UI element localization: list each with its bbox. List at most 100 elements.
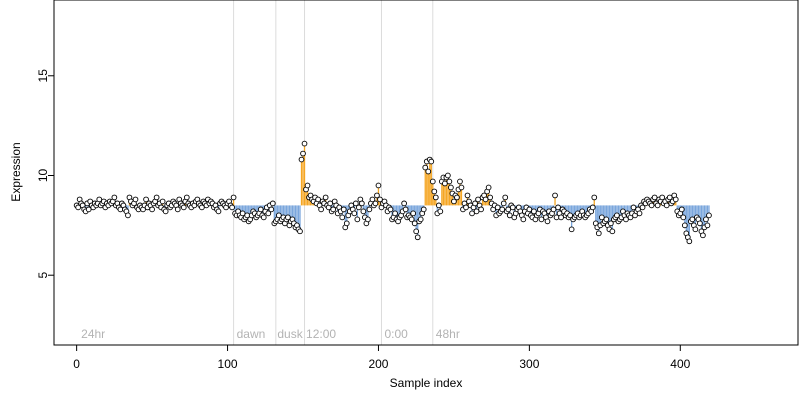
data-point bbox=[639, 204, 646, 211]
x-tick-label: 0 bbox=[73, 357, 80, 371]
data-point bbox=[454, 194, 460, 201]
data-point bbox=[230, 194, 237, 201]
data-point bbox=[526, 206, 533, 213]
data-point bbox=[555, 204, 561, 211]
data-point bbox=[473, 208, 480, 215]
data-point bbox=[568, 226, 575, 233]
region-label: 24hr bbox=[81, 327, 105, 341]
data-point bbox=[96, 196, 103, 203]
data-point bbox=[125, 212, 131, 219]
data-point bbox=[509, 204, 516, 211]
data-point bbox=[422, 164, 429, 171]
data-point bbox=[322, 194, 329, 201]
data-point bbox=[159, 198, 166, 205]
data-point bbox=[285, 214, 291, 221]
data-point bbox=[387, 206, 394, 213]
data-point bbox=[428, 158, 435, 165]
data-point bbox=[420, 206, 427, 213]
data-point bbox=[365, 216, 371, 223]
data-point bbox=[595, 230, 602, 237]
data-point bbox=[636, 210, 643, 217]
data-point bbox=[703, 216, 709, 223]
data-point bbox=[445, 172, 451, 179]
data-point bbox=[458, 184, 465, 191]
x-tick-label: 200 bbox=[368, 357, 388, 371]
data-point bbox=[435, 202, 442, 209]
data-point bbox=[457, 178, 463, 185]
data-point bbox=[502, 194, 509, 201]
data-point bbox=[442, 180, 448, 187]
data-point bbox=[85, 206, 92, 213]
data-point bbox=[506, 212, 513, 219]
y-tick-label: 10 bbox=[36, 168, 50, 182]
data-point bbox=[654, 202, 661, 209]
data-point bbox=[704, 222, 711, 229]
data-point bbox=[301, 140, 308, 147]
data-point bbox=[366, 206, 373, 213]
data-point bbox=[351, 210, 358, 217]
data-point bbox=[494, 204, 501, 211]
data-point bbox=[269, 200, 276, 207]
data-point bbox=[567, 212, 573, 219]
data-point bbox=[352, 200, 359, 207]
data-point bbox=[544, 218, 551, 225]
data-point bbox=[500, 200, 507, 207]
data-point bbox=[174, 206, 181, 213]
data-point bbox=[598, 214, 605, 221]
data-point bbox=[374, 192, 380, 199]
data-point bbox=[603, 216, 610, 223]
data-point bbox=[552, 192, 558, 199]
data-point bbox=[550, 206, 557, 213]
data-point bbox=[609, 228, 616, 235]
data-point bbox=[448, 184, 454, 191]
data-point bbox=[162, 208, 169, 215]
data-point bbox=[425, 168, 432, 175]
data-point bbox=[520, 216, 527, 223]
data-point bbox=[401, 200, 407, 207]
data-point bbox=[149, 206, 155, 213]
data-point bbox=[689, 216, 696, 223]
x-tick-label: 100 bbox=[218, 357, 238, 371]
data-point bbox=[589, 204, 596, 211]
data-point bbox=[413, 228, 420, 235]
data-point bbox=[499, 206, 506, 213]
data-points bbox=[73, 140, 712, 245]
data-point bbox=[485, 184, 492, 191]
data-point bbox=[630, 204, 637, 211]
data-point bbox=[75, 204, 81, 211]
data-point bbox=[377, 196, 383, 203]
baseline-stems bbox=[77, 143, 710, 242]
x-axis-title: Sample index bbox=[390, 376, 463, 390]
data-point bbox=[304, 182, 311, 189]
data-point bbox=[300, 150, 306, 157]
data-point bbox=[268, 206, 275, 213]
data-point bbox=[257, 206, 264, 213]
data-point bbox=[429, 178, 436, 185]
data-point bbox=[199, 204, 205, 211]
data-point bbox=[402, 206, 409, 213]
data-point bbox=[651, 194, 658, 201]
data-point bbox=[505, 206, 512, 213]
data-point bbox=[432, 194, 439, 201]
data-point bbox=[298, 156, 305, 163]
region-label: 12:00 bbox=[306, 327, 336, 341]
data-point bbox=[558, 214, 564, 221]
data-point bbox=[411, 220, 418, 227]
data-point bbox=[132, 196, 139, 203]
data-point bbox=[143, 196, 149, 203]
data-point bbox=[355, 204, 362, 211]
data-point bbox=[614, 212, 620, 219]
data-point bbox=[478, 206, 484, 213]
data-point bbox=[375, 182, 382, 189]
x-tick-label: 400 bbox=[670, 357, 690, 371]
region-label: dusk bbox=[277, 327, 303, 341]
data-point bbox=[659, 194, 666, 201]
data-point bbox=[276, 212, 282, 219]
data-point bbox=[414, 234, 421, 241]
data-point bbox=[666, 194, 673, 201]
data-point bbox=[327, 200, 334, 207]
data-point bbox=[339, 214, 346, 221]
data-point bbox=[360, 208, 367, 215]
data-point bbox=[359, 200, 365, 207]
